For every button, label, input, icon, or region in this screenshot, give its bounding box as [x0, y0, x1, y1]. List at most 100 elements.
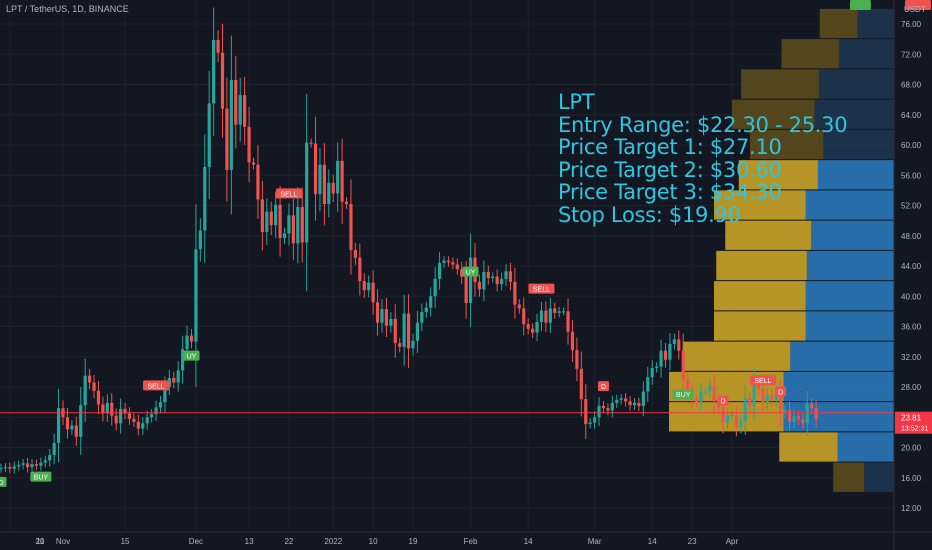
- candle-body: [730, 414, 734, 416]
- candle-body: [287, 215, 291, 234]
- volume-bar-sell: [864, 462, 894, 492]
- volume-bar-buy: [819, 8, 858, 39]
- candle-body: [384, 309, 389, 326]
- y-tick-label: 48.00: [901, 232, 922, 241]
- volume-bar-buy: [714, 281, 806, 311]
- candle-body: [593, 417, 597, 423]
- candle-body: [579, 368, 583, 400]
- candle-body: [787, 410, 792, 422]
- candle-body: [212, 39, 216, 104]
- candle-body: [588, 422, 592, 425]
- signal-marker: [905, 0, 932, 10]
- candle-body: [632, 402, 637, 406]
- annotation-target-3: Price Target 3: $34.30: [558, 180, 782, 205]
- candle-body: [442, 260, 446, 263]
- symbol-title[interactable]: LPT / TetherUS, 1D, BINANCE: [6, 4, 129, 14]
- candle-body: [163, 387, 167, 403]
- volume-bar-sell: [790, 341, 894, 371]
- annotation-target-1: Price Target 1: $27.10: [558, 135, 782, 160]
- candle-body: [805, 403, 809, 424]
- candle-body: [429, 296, 433, 308]
- candle-body: [336, 160, 340, 194]
- candle-body: [424, 307, 428, 313]
- candle-body: [712, 385, 716, 402]
- signal-marker: [672, 389, 694, 400]
- x-tick-label: Nov: [56, 537, 70, 546]
- candle-body: [30, 464, 34, 468]
- x-tick-label: 22: [284, 537, 293, 546]
- x-tick-label: 15: [121, 537, 130, 546]
- candle-body: [756, 382, 761, 390]
- candle-body: [641, 391, 645, 406]
- signal-marker: [143, 380, 170, 391]
- candle-body: [464, 276, 468, 304]
- annotation-target-2: Price Target 2: $30.60: [558, 157, 782, 182]
- candle-body: [460, 269, 464, 277]
- volume-bar-buy: [738, 160, 818, 190]
- last-price-badge: [895, 411, 932, 434]
- candle-body: [189, 335, 194, 342]
- candle-body: [34, 464, 39, 466]
- candle-body: [70, 425, 74, 430]
- candle-body: [322, 164, 326, 204]
- x-tick-label: Apr: [726, 537, 739, 546]
- candle-body: [655, 366, 659, 369]
- candle-body: [455, 264, 459, 270]
- candle-body: [269, 211, 273, 226]
- candle-body: [810, 403, 814, 409]
- volume-bar-sell: [783, 402, 894, 432]
- candle-body: [92, 382, 96, 391]
- volume-bar-sell: [805, 281, 894, 311]
- candle-body: [127, 413, 132, 419]
- annotation-stop-loss: Stop Loss: $19.90: [558, 202, 741, 227]
- candle-body: [25, 463, 30, 468]
- candle-body: [562, 311, 566, 313]
- signal-label: SELL: [280, 191, 297, 198]
- candle-body: [814, 408, 818, 419]
- candle-body: [779, 393, 783, 414]
- signal-label: SELL: [754, 378, 771, 385]
- candle-body: [194, 249, 198, 342]
- candle-body: [225, 108, 229, 170]
- volume-bar-buy: [716, 250, 807, 281]
- candle-body: [198, 230, 202, 250]
- y-tick-label: 28.00: [901, 383, 922, 392]
- signal-marker: [275, 188, 302, 199]
- volume-profile: [669, 8, 894, 492]
- signal-marker: [462, 266, 479, 277]
- candle-body: [318, 164, 322, 195]
- candle-body: [486, 272, 490, 279]
- candle-body: [389, 318, 393, 326]
- x-tick-label: Dec: [189, 537, 203, 546]
- candle-body: [79, 405, 83, 437]
- candle-body: [792, 415, 796, 422]
- y-tick-label: 56.00: [901, 171, 922, 180]
- candle-body: [119, 408, 123, 424]
- candle-body: [566, 311, 570, 332]
- last-price-label: 23.81: [901, 414, 922, 423]
- signal-label: SELL: [147, 383, 164, 390]
- candle-body: [468, 257, 473, 304]
- signal-label: D: [0, 480, 4, 487]
- signal-marker: [528, 283, 555, 294]
- candle-body: [748, 398, 752, 406]
- candle-body: [668, 343, 672, 360]
- candle-body: [353, 250, 357, 258]
- signal-marker: [30, 471, 52, 482]
- signal-marker: [775, 386, 787, 397]
- candle-body: [43, 460, 47, 463]
- volume-bar-sell: [838, 39, 894, 69]
- candle-body: [420, 312, 424, 323]
- candle-body: [681, 350, 685, 381]
- candle-body: [672, 339, 676, 344]
- volume-bar-sell: [783, 371, 894, 402]
- x-tick-label: 11: [36, 537, 45, 546]
- volume-bar-buy: [750, 129, 824, 160]
- candle-body: [256, 164, 260, 200]
- candle-body: [610, 402, 614, 411]
- candle-body: [646, 377, 650, 392]
- candle-body: [411, 340, 415, 349]
- candle-body: [708, 385, 712, 392]
